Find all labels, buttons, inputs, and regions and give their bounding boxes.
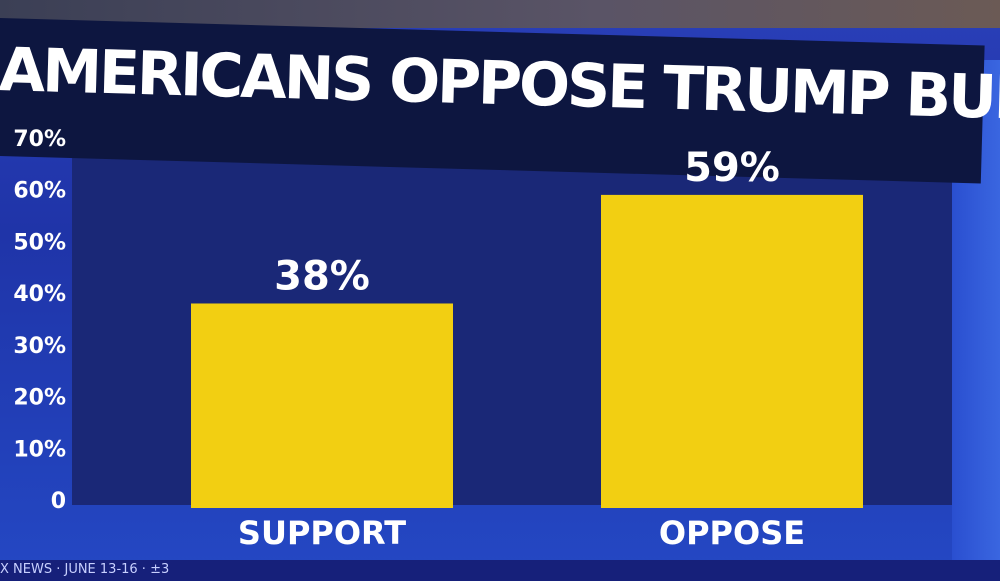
news-ticker: [0, 560, 1000, 581]
category-label: SUPPORT: [238, 514, 406, 552]
y-tick-label: 0: [51, 489, 66, 514]
bars: [191, 194, 863, 508]
y-tick-label: 30%: [13, 334, 66, 359]
y-tick-label: 10%: [13, 437, 66, 462]
bar-support: [191, 303, 453, 508]
y-tick-label: 50%: [13, 230, 66, 255]
ticker-text: X NEWS · JUNE 13-16 · ±3: [0, 562, 170, 577]
y-tick-label: 60%: [13, 179, 66, 204]
bar-value-label: 38%: [274, 253, 370, 299]
y-axis: 0 10% 20% 30% 40% 50% 60% 70%: [13, 127, 66, 514]
y-tick-label: 40%: [13, 282, 66, 307]
y-tick-label: 20%: [13, 386, 66, 411]
y-tick-label: 70%: [13, 127, 66, 152]
bar-oppose: [601, 194, 863, 508]
category-label: OPPOSE: [659, 514, 805, 552]
category-labels: SUPPORT OPPOSE: [238, 514, 805, 552]
bar-value-label: 59%: [684, 145, 780, 191]
value-labels: 38% 59%: [274, 145, 780, 300]
